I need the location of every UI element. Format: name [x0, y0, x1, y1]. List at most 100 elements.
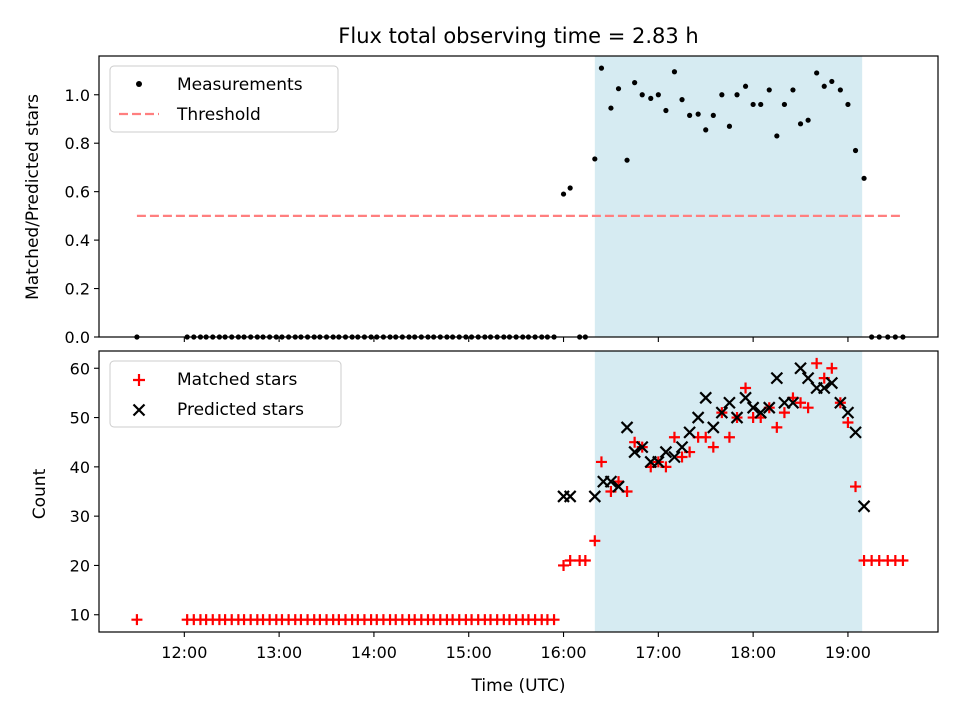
- matched-star-point: [778, 407, 790, 419]
- matched-star-point: [564, 555, 576, 567]
- measurement-point: [567, 185, 573, 191]
- matched-star-point: [826, 362, 838, 374]
- xtick-label: 14:00: [351, 643, 397, 662]
- top-panel: 0.0 0.2 0.4 0.6 0.8 1.0 Matched/Predicted sta…: [23, 55, 939, 347]
- top-ytick-label: 0.2: [65, 280, 90, 299]
- matched-star-point: [811, 357, 823, 369]
- measurement-point: [679, 97, 685, 103]
- measurement-point: [797, 121, 804, 127]
- matched-star-point: [700, 431, 712, 443]
- predicted-star-point: [699, 391, 713, 405]
- bottom-y-axis-label: Count: [30, 468, 50, 519]
- predicted-star-point: [762, 401, 776, 414]
- xtick-label: 17:00: [635, 643, 681, 662]
- predicted-star-point: [730, 411, 744, 424]
- predicted-star-point: [841, 406, 855, 419]
- top-markers: [134, 65, 906, 340]
- bot-ytick-label: 20: [70, 556, 90, 575]
- measurement-point: [615, 86, 622, 92]
- top-ytick-label: 0.8: [65, 134, 90, 153]
- predicted-star-point: [723, 396, 736, 410]
- measurement-point: [742, 83, 749, 89]
- measurement-point: [624, 157, 630, 163]
- xtick-label: 19:00: [825, 643, 871, 662]
- measurement-point: [837, 87, 843, 93]
- top-ytick-label: 0.0: [65, 328, 90, 347]
- top-x-ticks: [183, 337, 849, 342]
- predicted-star-point: [683, 426, 696, 439]
- top-axes-frame: [98, 55, 939, 338]
- predicted-star-point: [652, 455, 665, 469]
- measurement-point: [560, 191, 567, 197]
- measurement-point: [663, 107, 669, 114]
- predicted-star-point: [746, 401, 760, 414]
- predicted-star-point: [786, 396, 800, 410]
- top-y-ticks: 0.0 0.2 0.4 0.6 0.8 1.0: [65, 86, 99, 347]
- measurement-point: [687, 112, 693, 118]
- bottom-legend-box: [109, 360, 342, 428]
- measurement-point: [671, 69, 678, 75]
- measurement-point: [632, 80, 638, 86]
- predicted-star-point: [563, 490, 577, 503]
- bot-ytick-label: 60: [70, 359, 90, 378]
- predicted-star-point: [817, 381, 831, 395]
- matched-star-point: [850, 481, 862, 493]
- measurement-point: [734, 92, 740, 98]
- legend-matched-marker: [133, 374, 145, 386]
- measurement-point: [655, 92, 661, 98]
- measurement-point: [774, 133, 780, 139]
- matched-star-point: [548, 614, 560, 626]
- predicted-star-point: [801, 371, 815, 385]
- measurement-point: [703, 127, 709, 133]
- measurement-point: [592, 156, 598, 162]
- matched-star-point: [802, 402, 814, 414]
- legend-predicted-label: Predicted stars: [177, 400, 304, 420]
- predicted-star-point: [715, 406, 729, 419]
- matched-star-point: [771, 421, 783, 433]
- measurement-point: [852, 147, 859, 154]
- legend-measurements-label: Measurements: [177, 75, 303, 95]
- matched-star-point: [131, 614, 143, 626]
- top-observing-span: [594, 56, 863, 337]
- matched-star-point: [589, 535, 601, 547]
- predicted-star-point: [620, 421, 634, 434]
- matched-star-point: [795, 397, 807, 409]
- predicted-star-point: [675, 440, 689, 454]
- predicted-star-point: [628, 445, 641, 459]
- measurement-point: [598, 65, 605, 71]
- predicted-star-point: [668, 450, 681, 464]
- xtick-label: 12:00: [161, 643, 207, 662]
- predicted-star-point: [857, 500, 871, 513]
- measurement-point: [781, 101, 788, 108]
- predicted-star-point: [588, 490, 602, 503]
- bottom-observing-span: [594, 351, 863, 632]
- predicted-star-point: [659, 445, 673, 459]
- measurement-point: [821, 83, 827, 89]
- measurement-point: [790, 87, 796, 93]
- xtick-label: 15:00: [446, 643, 492, 662]
- measurement-point: [648, 95, 654, 101]
- predicted-star-point: [604, 475, 618, 488]
- measurement-point: [766, 87, 772, 93]
- x-axis-label: Time (UTC): [471, 676, 566, 696]
- matched-star-point: [668, 431, 680, 443]
- legend-matched-label: Matched stars: [177, 370, 297, 390]
- predicted-star-point: [770, 371, 784, 385]
- measurement-point: [639, 92, 645, 98]
- chart-title: Flux total observing time = 2.83 h: [338, 24, 698, 48]
- predicted-star-point: [834, 396, 847, 410]
- measurement-point: [758, 101, 764, 108]
- measurement-point: [861, 175, 867, 181]
- predicted-star-point: [754, 406, 767, 419]
- top-legend: Measurements Threshold: [109, 65, 339, 133]
- matched-star-point: [723, 431, 735, 443]
- measurement-point: [829, 78, 835, 85]
- matched-star-point: [842, 416, 854, 428]
- matched-star-point: [740, 382, 752, 394]
- measurement-point: [726, 123, 733, 129]
- bottom-markers: [131, 357, 909, 626]
- matched-star-point: [676, 451, 688, 463]
- legend-measurements-marker: [136, 81, 142, 87]
- bottom-axes-frame: [98, 350, 939, 633]
